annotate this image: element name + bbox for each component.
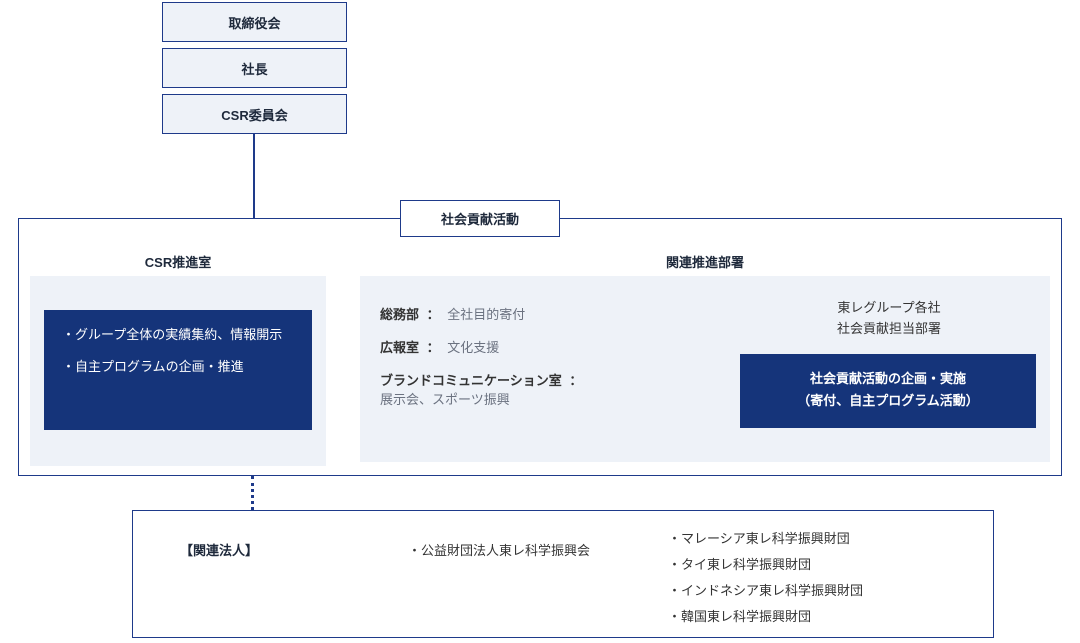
connector-dotted: [251, 476, 254, 510]
csr-office-details: ・グループ全体の実績集約、情報開示 ・自主プログラムの企画・推進: [44, 310, 312, 430]
related-org-item: ・インドネシア東レ科学振興財団: [668, 578, 863, 604]
dept-row-2: 広報室 ： 文化支援: [380, 337, 718, 356]
group-highlight: 社会貢献活動の企画・実施 （寄付、自主プログラム活動）: [740, 354, 1036, 428]
lower-container: [132, 510, 994, 638]
related-dept-title: 関連推進部署: [360, 252, 1050, 271]
related-org-label: 【関連法人】: [180, 540, 258, 559]
csr-bullet-1: ・グループ全体の実績集約、情報開示: [62, 324, 294, 346]
node-board-label: 取締役会: [228, 13, 280, 32]
node-board: 取締役会: [162, 2, 347, 42]
related-org-item: ・韓国東レ科学振興財団: [668, 604, 863, 630]
related-org-col1: ・公益財団法人東レ科学振興会: [408, 538, 590, 564]
dept-row-3: ブランドコミュニケーション室 ： 展示会、スポーツ振興: [380, 370, 718, 408]
related-org-item: ・公益財団法人東レ科学振興会: [408, 538, 590, 564]
related-org-item: ・タイ東レ科学振興財団: [668, 552, 863, 578]
group-line1: 東レグループ各社: [728, 298, 1050, 319]
related-org-col2: ・マレーシア東レ科学振興財団 ・タイ東レ科学振興財団 ・インドネシア東レ科学振興…: [668, 526, 863, 630]
group-highlight-line2: （寄付、自主プログラム活動）: [750, 390, 1026, 412]
node-csr-committee-label: CSR委員会: [221, 105, 287, 124]
csr-office-title: CSR推進室: [50, 252, 306, 271]
csr-bullet-2: ・自主プログラムの企画・推進: [62, 356, 294, 378]
node-president-label: 社長: [241, 59, 267, 78]
tab-label-text: 社会貢献活動: [441, 212, 519, 227]
group-line2: 社会貢献担当部署: [728, 319, 1050, 340]
dept-row-1: 総務部 ： 全社目的寄付: [380, 304, 718, 323]
dept-list: 総務部 ： 全社目的寄付 広報室 ： 文化支援 ブランドコミュニケーション室 ：…: [380, 298, 718, 414]
tab-social-contribution: 社会貢献活動: [400, 200, 560, 237]
node-csr-committee: CSR委員会: [162, 94, 347, 134]
node-president: 社長: [162, 48, 347, 88]
group-companies: 東レグループ各社 社会貢献担当部署: [728, 298, 1050, 340]
group-highlight-line1: 社会貢献活動の企画・実施: [750, 368, 1026, 390]
related-org-item: ・マレーシア東レ科学振興財団: [668, 526, 863, 552]
